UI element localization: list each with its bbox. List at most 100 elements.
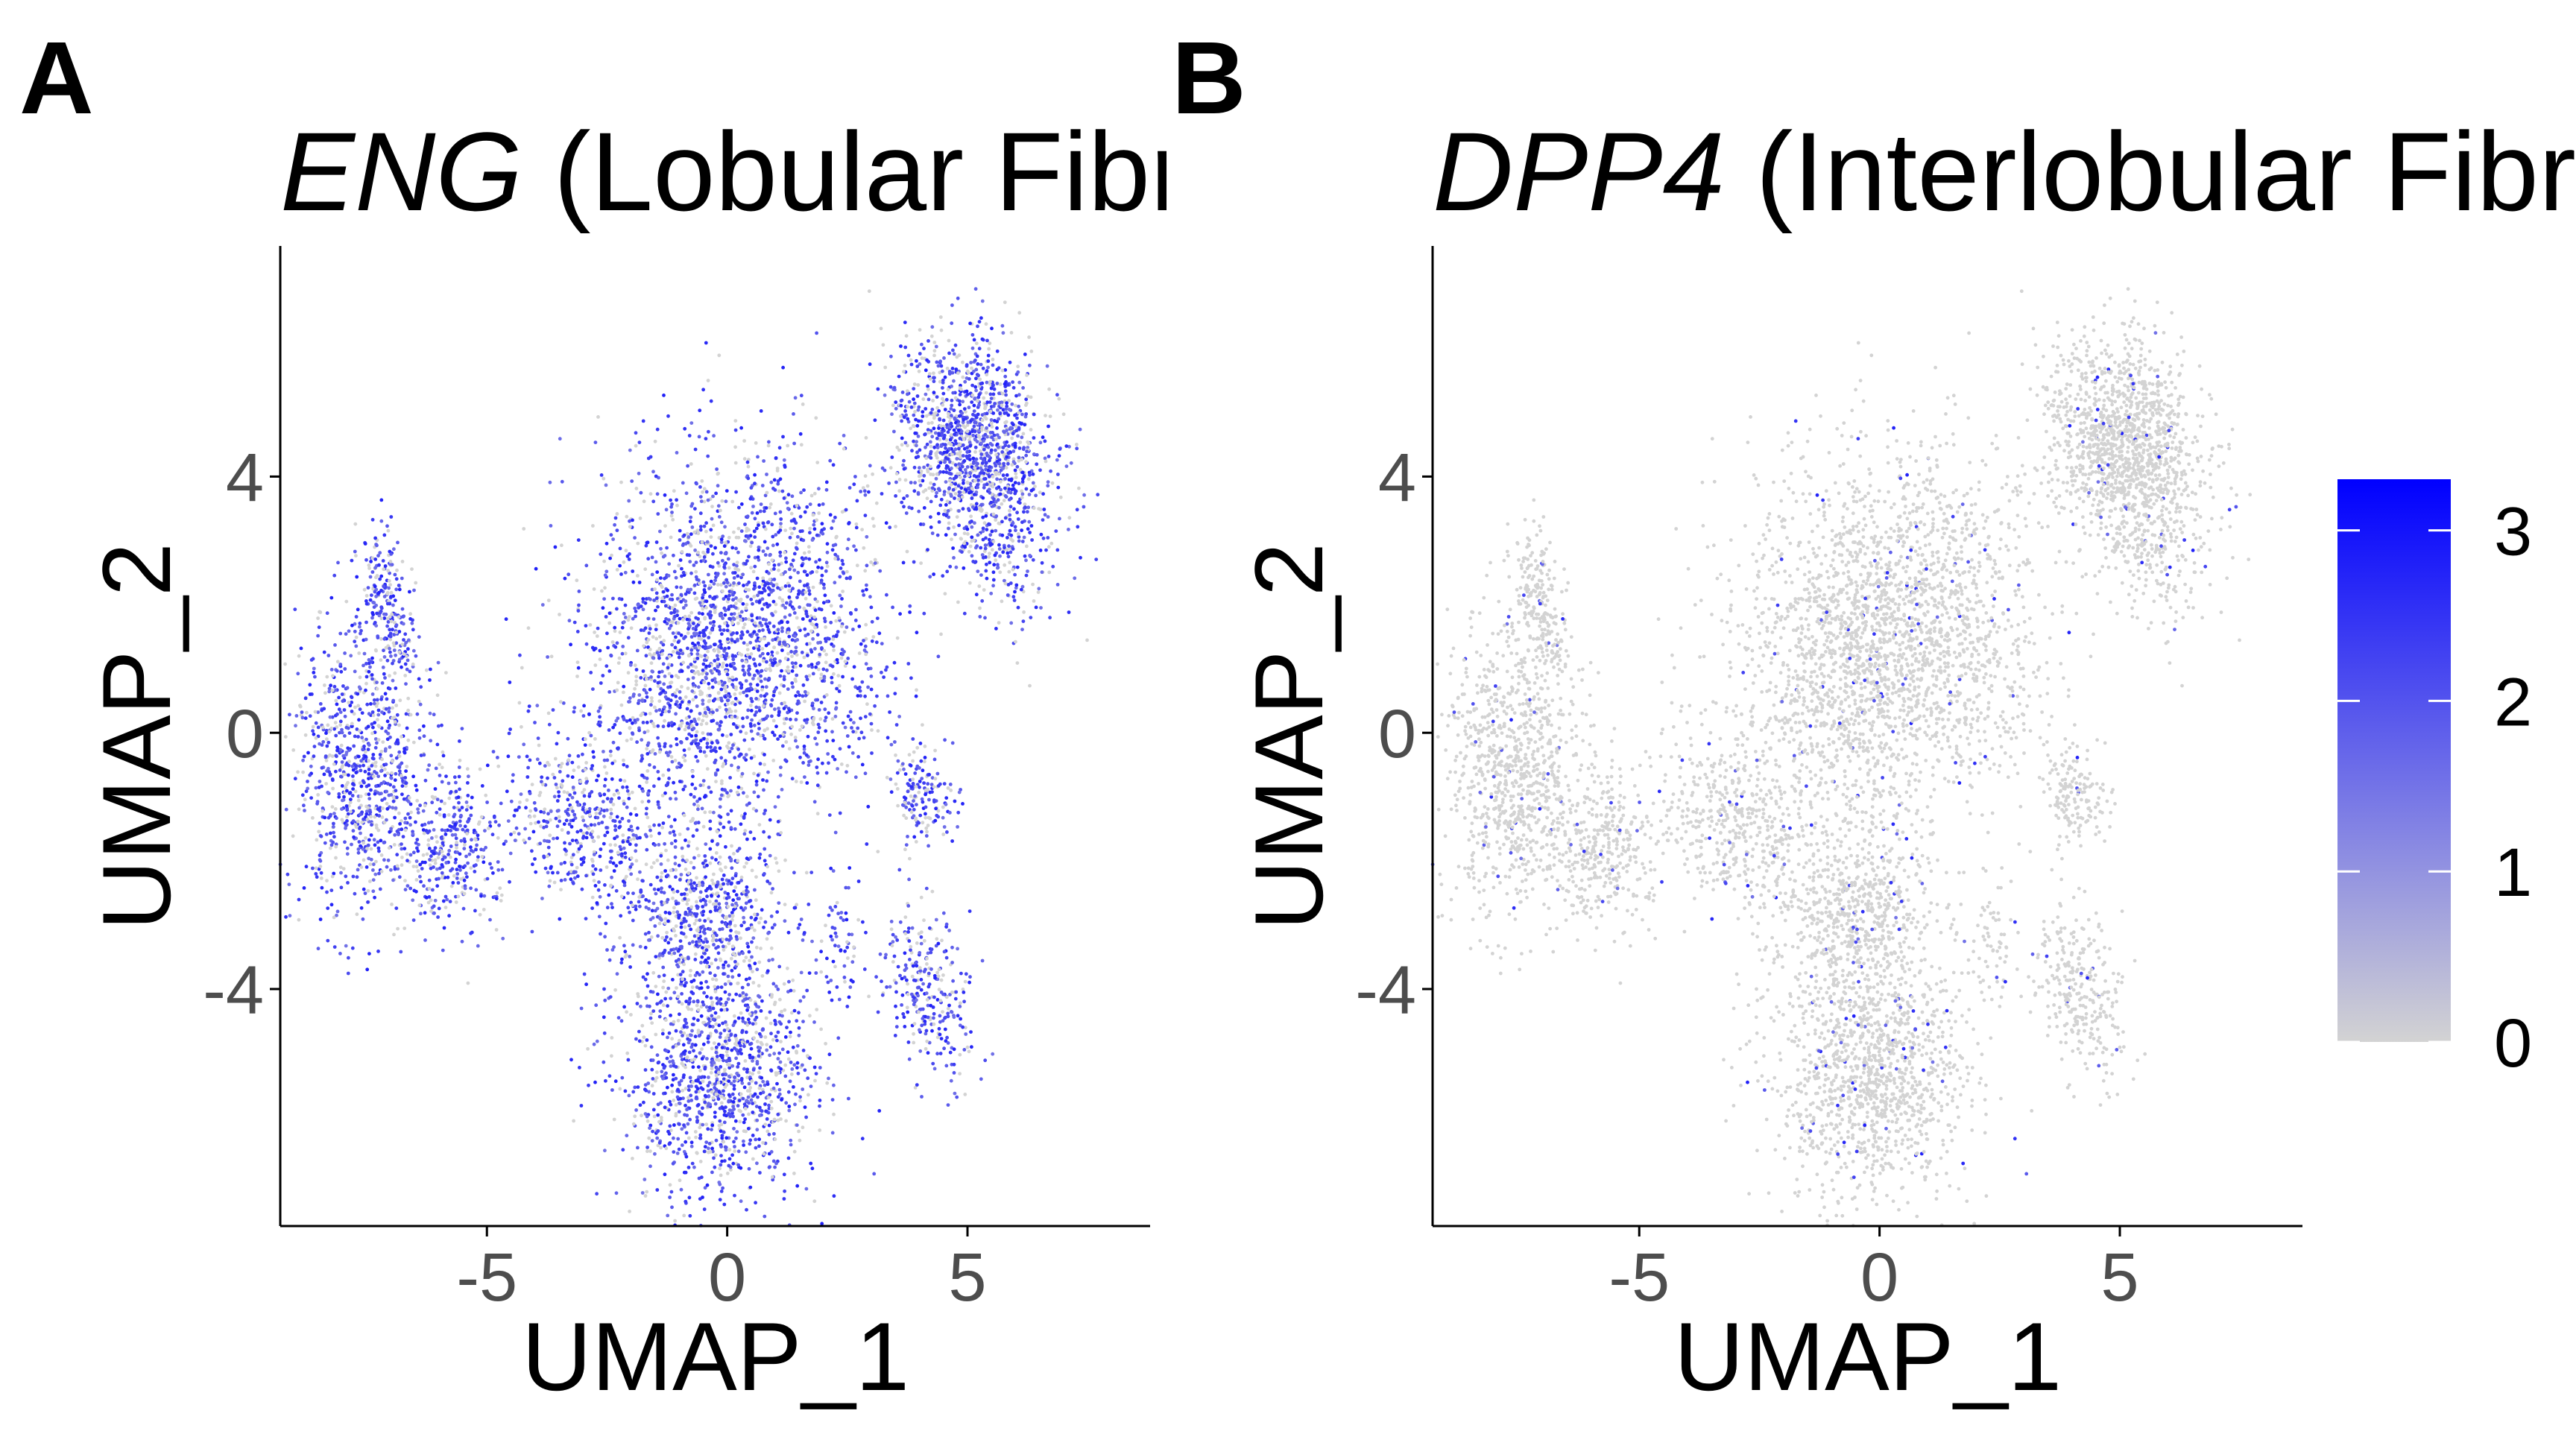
cell-point (988, 380, 992, 384)
cell-point (670, 593, 674, 597)
cell-point (397, 833, 400, 836)
cell-point (373, 838, 376, 841)
cell-point (327, 690, 331, 694)
cell-point (719, 756, 723, 759)
cell-point (611, 597, 615, 601)
cell-point (815, 765, 818, 769)
cell-point (442, 754, 446, 758)
cell-point (708, 595, 712, 598)
cell-point (720, 520, 724, 524)
cell-point (636, 718, 640, 721)
cell-point (1044, 440, 1047, 443)
cell-point (760, 502, 763, 506)
cell-point (1039, 549, 1043, 552)
cell-point (996, 433, 1000, 437)
cell-point (746, 461, 750, 464)
cell-point (890, 412, 894, 416)
cell-point (689, 421, 693, 425)
cell-point (749, 683, 753, 686)
cell-point (388, 745, 392, 749)
cell-point (852, 721, 856, 724)
cell-point (404, 888, 408, 891)
cell-point (645, 654, 648, 657)
cell-point (321, 743, 324, 747)
cell-point (735, 631, 739, 635)
cell-point (776, 469, 780, 473)
cell-point (701, 806, 704, 810)
cell-point (970, 525, 973, 529)
cell-point (344, 632, 348, 636)
cell-point (944, 533, 948, 537)
cell-point (806, 654, 809, 657)
cell-point (801, 651, 804, 654)
cell-point (731, 743, 735, 747)
cell-point (765, 715, 769, 718)
cell-point (686, 686, 690, 690)
cell-point (361, 748, 364, 751)
cell-point (753, 581, 757, 585)
cell-point (1027, 335, 1031, 339)
cell-point (645, 695, 649, 699)
cell-point (749, 598, 753, 601)
cell-point (654, 475, 658, 478)
cell-point (648, 712, 652, 716)
cell-point (707, 645, 710, 649)
cell-point (437, 724, 441, 728)
cell-point (742, 439, 746, 443)
cell-point (970, 535, 973, 539)
cell-point (810, 570, 814, 574)
cell-point (725, 745, 729, 748)
cell-point (743, 622, 747, 626)
cell-point (710, 790, 713, 794)
cell-point (600, 590, 604, 593)
cell-point (625, 786, 629, 789)
cell-point (994, 449, 997, 452)
cell-point (698, 611, 701, 615)
cell-point (1067, 516, 1071, 519)
cell-point (628, 449, 632, 452)
cell-point (815, 742, 819, 746)
cell-point (795, 650, 798, 654)
cell-point (400, 774, 403, 777)
cell-point (959, 437, 962, 440)
cell-point (792, 442, 796, 446)
cell-point (754, 713, 757, 717)
cell-point (765, 685, 768, 689)
cell-point (672, 781, 675, 785)
cell-point (338, 768, 342, 772)
cell-point (1058, 447, 1062, 451)
cell-point (893, 692, 897, 695)
cell-point (702, 663, 706, 666)
cell-point (1009, 534, 1013, 537)
cell-point (1022, 619, 1026, 623)
cell-point (394, 789, 398, 792)
cell-point (957, 524, 961, 528)
cell-point (862, 639, 865, 642)
cell-point (577, 609, 581, 613)
cell-point (822, 649, 826, 653)
cell-point (1046, 536, 1049, 540)
cell-point (664, 617, 668, 621)
cell-point (701, 551, 705, 555)
cell-point (647, 597, 651, 601)
cell-point (801, 761, 805, 765)
cell-point (637, 603, 640, 607)
cell-point (789, 650, 793, 654)
cell-point (933, 349, 937, 353)
cell-point (939, 633, 943, 636)
cell-point (662, 639, 666, 642)
cell-point (520, 725, 523, 729)
cell-point (340, 744, 344, 748)
cell-point (668, 627, 672, 631)
cell-point (783, 465, 787, 469)
cell-point (800, 443, 804, 446)
cell-point (647, 800, 651, 803)
cell-point (356, 868, 360, 872)
cell-point (726, 812, 730, 816)
cell-point (756, 593, 760, 597)
cell-point (987, 555, 991, 559)
cell-point (354, 764, 358, 768)
cell-point (668, 751, 672, 754)
cell-point (1008, 529, 1012, 533)
cell-point (772, 661, 776, 665)
